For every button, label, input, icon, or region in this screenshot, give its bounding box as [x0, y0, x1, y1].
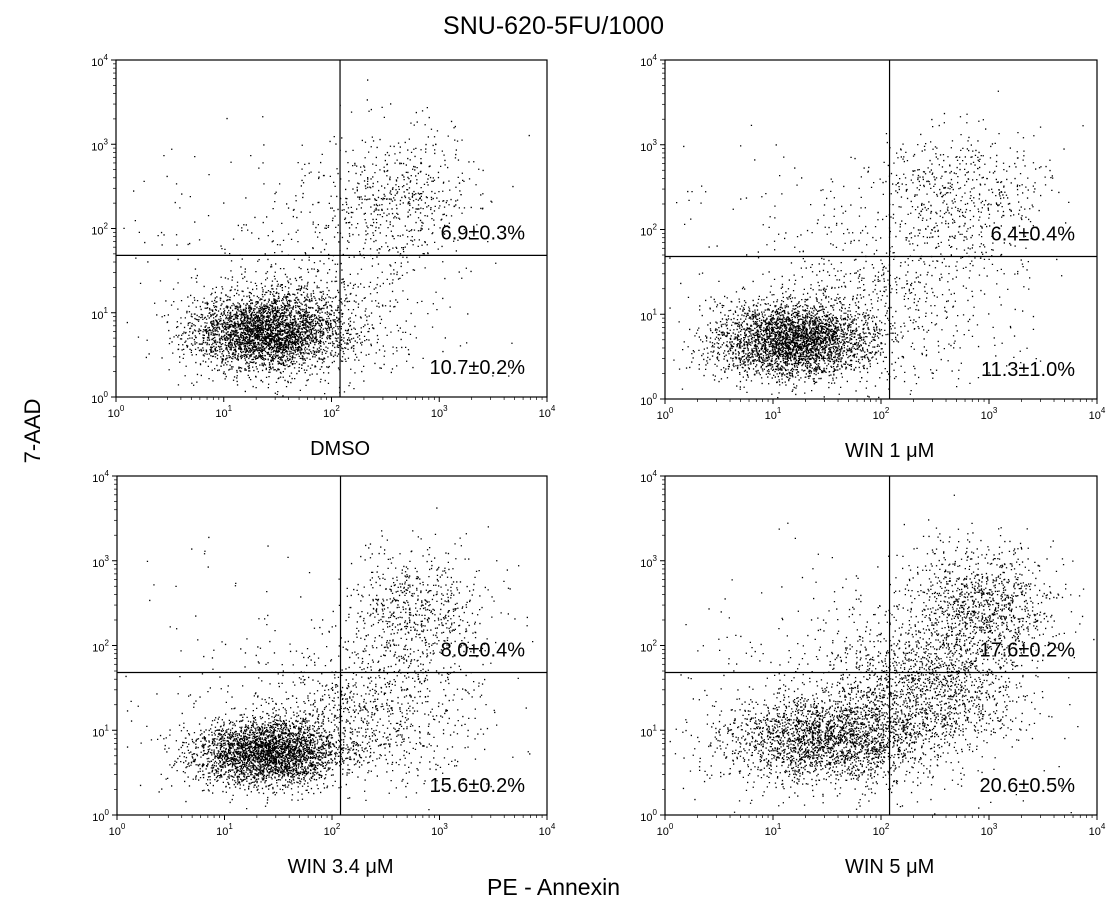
x-tick-label: 101	[765, 822, 782, 838]
y-tick-label: 104	[640, 53, 657, 69]
x-tick-label: 103	[981, 822, 998, 838]
x-tick-label: 100	[109, 822, 126, 838]
panel-win-1um: 1001001011011021021031031041046.4±0.4%11…	[640, 53, 1106, 462]
panel-label: WIN 1 μM	[845, 440, 934, 462]
y-tick-label: 100	[640, 392, 657, 408]
panel-win-3-4um: 1001001011011021021031031041048.0±0.4%15…	[92, 469, 556, 878]
upper-right-percentage: 6.4±0.4%	[991, 224, 1076, 246]
y-tick-label: 102	[91, 222, 108, 238]
y-tick-label: 102	[640, 223, 657, 239]
x-axis-label: PE - Annexin	[487, 874, 620, 900]
x-tick-label: 100	[657, 822, 674, 838]
y-tick-label: 103	[91, 137, 108, 153]
y-tick-label: 100	[91, 390, 108, 406]
y-tick-label: 102	[92, 639, 109, 655]
upper-right-percentage: 6.9±0.3%	[441, 222, 526, 244]
event-dots	[669, 494, 1095, 815]
panel-label: WIN 5 μM	[845, 856, 934, 878]
x-tick-label: 103	[431, 822, 448, 838]
y-tick-label: 100	[92, 808, 109, 824]
x-tick-label: 104	[1089, 822, 1106, 838]
panel-dmso: 1001001011011021021031031041046.9±0.3%10…	[91, 53, 556, 460]
panel-label: DMSO	[310, 438, 370, 460]
lower-right-percentage: 20.6±0.5%	[980, 775, 1076, 797]
y-tick-label: 102	[640, 639, 657, 655]
y-tick-label: 103	[640, 138, 657, 154]
lower-right-percentage: 10.7±0.2%	[430, 357, 526, 379]
x-tick-label: 102	[873, 822, 890, 838]
panel-label: WIN 3.4 μM	[288, 856, 394, 878]
y-tick-label: 101	[92, 723, 109, 739]
lower-right-percentage: 15.6±0.2%	[430, 775, 526, 797]
x-tick-label: 101	[216, 822, 233, 838]
y-tick-label: 104	[640, 469, 657, 485]
scatter-points	[669, 494, 1095, 815]
y-tick-label: 101	[91, 306, 108, 322]
y-tick-label: 104	[91, 53, 108, 69]
figure-title: SNU-620-5FU/1000	[443, 12, 664, 40]
x-tick-label: 102	[324, 822, 341, 838]
upper-right-percentage: 17.6±0.2%	[980, 640, 1076, 662]
y-tick-label: 101	[640, 723, 657, 739]
y-tick-label: 103	[640, 554, 657, 570]
upper-right-percentage: 8.0±0.4%	[441, 640, 526, 662]
y-tick-label: 103	[92, 554, 109, 570]
y-tick-label: 100	[640, 808, 657, 824]
lower-right-percentage: 11.3±1.0%	[981, 359, 1075, 381]
event-dots	[669, 90, 1084, 399]
y-tick-label: 104	[92, 469, 109, 485]
scatter-points	[669, 90, 1084, 399]
y-tick-label: 101	[640, 307, 657, 323]
